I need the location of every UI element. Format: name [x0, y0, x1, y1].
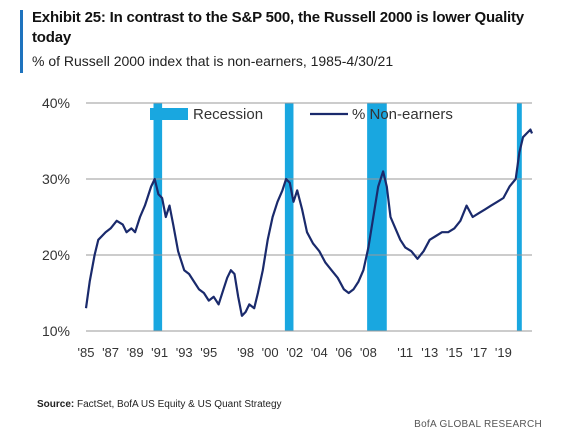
x-tick-label: '93 [176, 345, 193, 360]
y-tick-label: 20% [42, 247, 70, 263]
recession-band [516, 103, 522, 331]
x-tick-label: '19 [495, 345, 512, 360]
source-text: FactSet, BofA US Equity & US Quant Strat… [77, 399, 282, 410]
x-tick-label: '89 [127, 345, 144, 360]
chart-subtitle: % of Russell 2000 index that is non-earn… [32, 53, 394, 69]
x-tick-label: '98 [237, 345, 254, 360]
chart-title: Exhibit 25: In contrast to the S&P 500, … [32, 9, 524, 46]
x-tick-label: '13 [421, 345, 438, 360]
x-tick-label: '06 [335, 345, 352, 360]
brand-footer: BofA GLOBAL RESEARCH [414, 419, 542, 430]
recession-band [284, 103, 294, 331]
legend-swatch-recession [150, 108, 188, 120]
y-tick-label: 40% [42, 95, 70, 111]
x-tick-label: '15 [446, 345, 463, 360]
x-tick-label: '00 [262, 345, 279, 360]
x-tick-label: '04 [311, 345, 328, 360]
recession-band [367, 103, 387, 331]
x-tick-label: '17 [470, 345, 487, 360]
recession-band [153, 103, 163, 331]
legend-label-recession: Recession [193, 106, 263, 123]
x-tick-label: '95 [200, 345, 217, 360]
x-tick-label: '87 [102, 345, 119, 360]
y-tick-label: 30% [42, 171, 70, 187]
x-tick-label: '11 [397, 345, 413, 360]
x-tick-label: '08 [360, 345, 377, 360]
x-tick-label: '91 [151, 345, 168, 360]
legend-label-non-earners: % Non-earners [352, 106, 453, 123]
source-label: Source: [37, 399, 75, 410]
x-tick-label: '02 [286, 345, 303, 360]
x-tick-label: '85 [78, 345, 95, 360]
title-accent-bar [20, 10, 23, 73]
series-line-non-earners [84, 128, 534, 317]
source-note: Source: FactSet, BofA US Equity & US Qua… [37, 399, 282, 410]
y-tick-label: 10% [42, 323, 70, 339]
